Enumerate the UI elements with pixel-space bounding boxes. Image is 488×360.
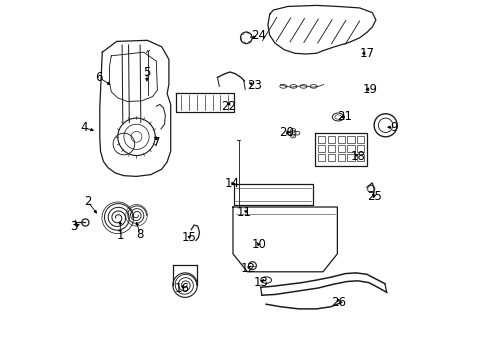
Text: 13: 13: [253, 276, 267, 289]
Bar: [337, 145, 344, 152]
Text: 18: 18: [350, 150, 365, 163]
Text: 8: 8: [136, 228, 143, 240]
Text: 17: 17: [359, 47, 374, 60]
Bar: [356, 136, 364, 143]
Text: 25: 25: [366, 190, 382, 203]
Text: 2: 2: [84, 195, 91, 208]
Text: 5: 5: [143, 66, 151, 78]
Text: 1: 1: [116, 229, 124, 242]
Bar: [337, 154, 344, 161]
Bar: [356, 145, 364, 152]
Bar: [327, 136, 335, 143]
Text: 23: 23: [246, 79, 262, 92]
Bar: [327, 154, 335, 161]
Text: 9: 9: [389, 121, 397, 134]
Text: 10: 10: [251, 238, 266, 251]
Bar: [347, 154, 354, 161]
Bar: [356, 154, 364, 161]
Text: 6: 6: [95, 71, 102, 84]
Bar: [318, 136, 325, 143]
Text: 4: 4: [81, 121, 88, 134]
Text: 26: 26: [331, 296, 346, 309]
Bar: [347, 136, 354, 143]
Text: 11: 11: [237, 206, 251, 219]
Text: 12: 12: [240, 262, 255, 275]
Text: 14: 14: [224, 177, 239, 190]
Bar: [318, 154, 325, 161]
Text: 7: 7: [152, 136, 160, 149]
Bar: [327, 145, 335, 152]
Text: 21: 21: [336, 111, 351, 123]
Text: 22: 22: [221, 100, 235, 113]
Text: 19: 19: [362, 83, 377, 96]
Text: 20: 20: [279, 126, 294, 139]
Bar: [337, 136, 344, 143]
Text: 24: 24: [250, 29, 265, 42]
Bar: [347, 145, 354, 152]
Text: 15: 15: [181, 231, 196, 244]
Bar: [318, 145, 325, 152]
Text: 3: 3: [70, 220, 77, 233]
Text: 16: 16: [175, 282, 190, 294]
